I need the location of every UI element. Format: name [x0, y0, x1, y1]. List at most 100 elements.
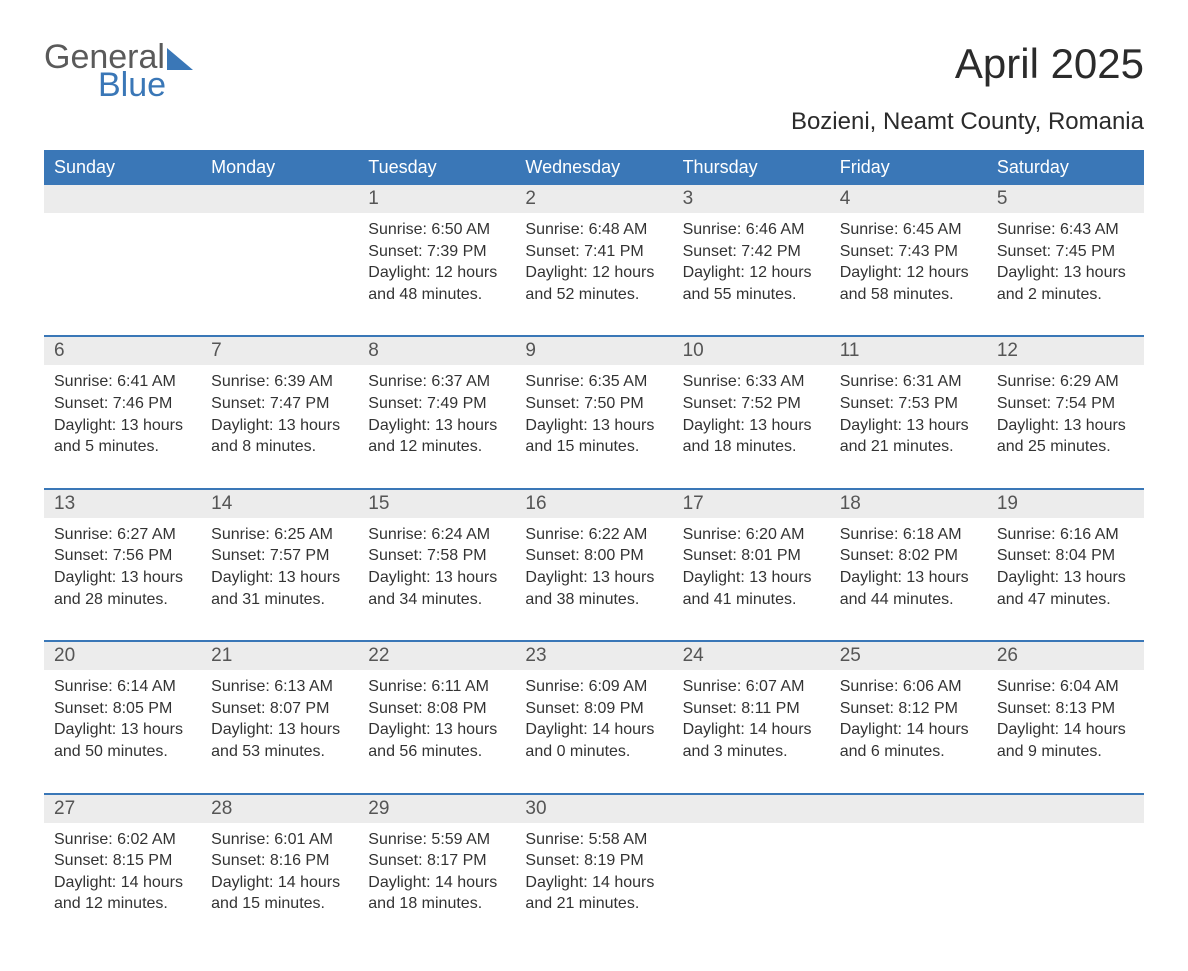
sunrise-line: Sunrise: 6:20 AM	[683, 524, 820, 546]
weekday-header-row: SundayMondayTuesdayWednesdayThursdayFrid…	[44, 150, 1144, 185]
sunrise-line: Sunrise: 6:27 AM	[54, 524, 191, 546]
sunset-line: Sunset: 7:42 PM	[683, 241, 820, 263]
day-cell: Sunrise: 6:41 AMSunset: 7:46 PMDaylight:…	[44, 365, 201, 473]
daynum-cell: 16	[515, 490, 672, 518]
day-cell: Sunrise: 6:13 AMSunset: 8:07 PMDaylight:…	[201, 670, 358, 778]
day-cell: Sunrise: 6:46 AMSunset: 7:42 PMDaylight:…	[673, 213, 830, 321]
sunrise-line: Sunrise: 6:14 AM	[54, 676, 191, 698]
daylight-line: Daylight: 13 hours and 50 minutes.	[54, 719, 191, 762]
sunrise-line: Sunrise: 6:18 AM	[840, 524, 977, 546]
day-cell: Sunrise: 6:48 AMSunset: 7:41 PMDaylight:…	[515, 213, 672, 321]
day-cell	[987, 823, 1144, 931]
weekday-header-cell: Wednesday	[515, 150, 672, 185]
weekday-header-cell: Tuesday	[358, 150, 515, 185]
sunset-line: Sunset: 7:58 PM	[368, 545, 505, 567]
day-cell: Sunrise: 6:11 AMSunset: 8:08 PMDaylight:…	[358, 670, 515, 778]
daynum-cell: 5	[987, 185, 1144, 213]
sunrise-line: Sunrise: 6:43 AM	[997, 219, 1134, 241]
daylight-line: Daylight: 13 hours and 8 minutes.	[211, 415, 348, 458]
day-cell: Sunrise: 6:09 AMSunset: 8:09 PMDaylight:…	[515, 670, 672, 778]
sunset-line: Sunset: 8:13 PM	[997, 698, 1134, 720]
sunrise-line: Sunrise: 6:48 AM	[525, 219, 662, 241]
day-cell: Sunrise: 6:18 AMSunset: 8:02 PMDaylight:…	[830, 518, 987, 626]
daynum-cell: 22	[358, 642, 515, 670]
daynum-cell: 19	[987, 490, 1144, 518]
daynum-cell: 25	[830, 642, 987, 670]
day-cell	[830, 823, 987, 931]
sunrise-line: Sunrise: 6:02 AM	[54, 829, 191, 851]
sunrise-line: Sunrise: 6:22 AM	[525, 524, 662, 546]
daynum-cell: 20	[44, 642, 201, 670]
daynum-cell: 21	[201, 642, 358, 670]
sunrise-line: Sunrise: 6:07 AM	[683, 676, 820, 698]
daynum-cell: 1	[358, 185, 515, 213]
day-cell: Sunrise: 6:39 AMSunset: 7:47 PMDaylight:…	[201, 365, 358, 473]
daylight-line: Daylight: 14 hours and 12 minutes.	[54, 872, 191, 915]
daylight-line: Daylight: 13 hours and 44 minutes.	[840, 567, 977, 610]
daylight-line: Daylight: 13 hours and 25 minutes.	[997, 415, 1134, 458]
weekday-header-cell: Friday	[830, 150, 987, 185]
daynum-cell: 24	[673, 642, 830, 670]
daylight-line: Daylight: 13 hours and 34 minutes.	[368, 567, 505, 610]
daynum-cell: 12	[987, 337, 1144, 365]
daynum-row: 13141516171819	[44, 490, 1144, 518]
daylight-line: Daylight: 14 hours and 9 minutes.	[997, 719, 1134, 762]
calendar-week: 20212223242526Sunrise: 6:14 AMSunset: 8:…	[44, 640, 1144, 778]
day-cell: Sunrise: 6:43 AMSunset: 7:45 PMDaylight:…	[987, 213, 1144, 321]
daylight-line: Daylight: 13 hours and 12 minutes.	[368, 415, 505, 458]
daylight-line: Daylight: 12 hours and 48 minutes.	[368, 262, 505, 305]
daynum-cell: 26	[987, 642, 1144, 670]
sunset-line: Sunset: 8:07 PM	[211, 698, 348, 720]
daylight-line: Daylight: 13 hours and 31 minutes.	[211, 567, 348, 610]
daynum-cell: 13	[44, 490, 201, 518]
calendar-week: 27282930Sunrise: 6:02 AMSunset: 8:15 PMD…	[44, 793, 1144, 931]
sunrise-line: Sunrise: 6:11 AM	[368, 676, 505, 698]
sunset-line: Sunset: 8:19 PM	[525, 850, 662, 872]
daynum-cell: 18	[830, 490, 987, 518]
daynum-row: 12345	[44, 185, 1144, 213]
sunrise-line: Sunrise: 6:24 AM	[368, 524, 505, 546]
daynum-cell: 7	[201, 337, 358, 365]
daylight-line: Daylight: 13 hours and 56 minutes.	[368, 719, 505, 762]
daynum-cell: 15	[358, 490, 515, 518]
sunrise-line: Sunrise: 6:16 AM	[997, 524, 1134, 546]
daynum-cell: 3	[673, 185, 830, 213]
daylight-line: Daylight: 12 hours and 52 minutes.	[525, 262, 662, 305]
sunset-line: Sunset: 8:15 PM	[54, 850, 191, 872]
sunset-line: Sunset: 8:16 PM	[211, 850, 348, 872]
sunset-line: Sunset: 7:45 PM	[997, 241, 1134, 263]
logo-triangle-icon	[167, 48, 193, 70]
day-cell: Sunrise: 6:06 AMSunset: 8:12 PMDaylight:…	[830, 670, 987, 778]
daynum-cell: 6	[44, 337, 201, 365]
sunset-line: Sunset: 7:52 PM	[683, 393, 820, 415]
daynum-cell: 28	[201, 795, 358, 823]
day-cell: Sunrise: 6:04 AMSunset: 8:13 PMDaylight:…	[987, 670, 1144, 778]
day-cell: Sunrise: 6:27 AMSunset: 7:56 PMDaylight:…	[44, 518, 201, 626]
weekday-header-cell: Sunday	[44, 150, 201, 185]
page-title: April 2025	[955, 40, 1144, 88]
sunset-line: Sunset: 8:00 PM	[525, 545, 662, 567]
daynum-cell: 11	[830, 337, 987, 365]
sunrise-line: Sunrise: 6:46 AM	[683, 219, 820, 241]
daynum-cell	[673, 795, 830, 823]
weekday-header-cell: Saturday	[987, 150, 1144, 185]
sunset-line: Sunset: 7:54 PM	[997, 393, 1134, 415]
daylight-line: Daylight: 13 hours and 38 minutes.	[525, 567, 662, 610]
day-cell: Sunrise: 6:50 AMSunset: 7:39 PMDaylight:…	[358, 213, 515, 321]
sunset-line: Sunset: 7:50 PM	[525, 393, 662, 415]
day-cell: Sunrise: 6:29 AMSunset: 7:54 PMDaylight:…	[987, 365, 1144, 473]
day-cell: Sunrise: 6:16 AMSunset: 8:04 PMDaylight:…	[987, 518, 1144, 626]
daylight-line: Daylight: 12 hours and 58 minutes.	[840, 262, 977, 305]
day-cell: Sunrise: 6:37 AMSunset: 7:49 PMDaylight:…	[358, 365, 515, 473]
daylight-line: Daylight: 13 hours and 28 minutes.	[54, 567, 191, 610]
sunrise-line: Sunrise: 6:41 AM	[54, 371, 191, 393]
sunrise-line: Sunrise: 6:31 AM	[840, 371, 977, 393]
daynum-cell	[830, 795, 987, 823]
day-cell: Sunrise: 5:59 AMSunset: 8:17 PMDaylight:…	[358, 823, 515, 931]
sunrise-line: Sunrise: 6:37 AM	[368, 371, 505, 393]
sunrise-line: Sunrise: 6:35 AM	[525, 371, 662, 393]
daynum-cell	[987, 795, 1144, 823]
sunrise-line: Sunrise: 6:50 AM	[368, 219, 505, 241]
sunset-line: Sunset: 7:43 PM	[840, 241, 977, 263]
daylight-line: Daylight: 14 hours and 0 minutes.	[525, 719, 662, 762]
